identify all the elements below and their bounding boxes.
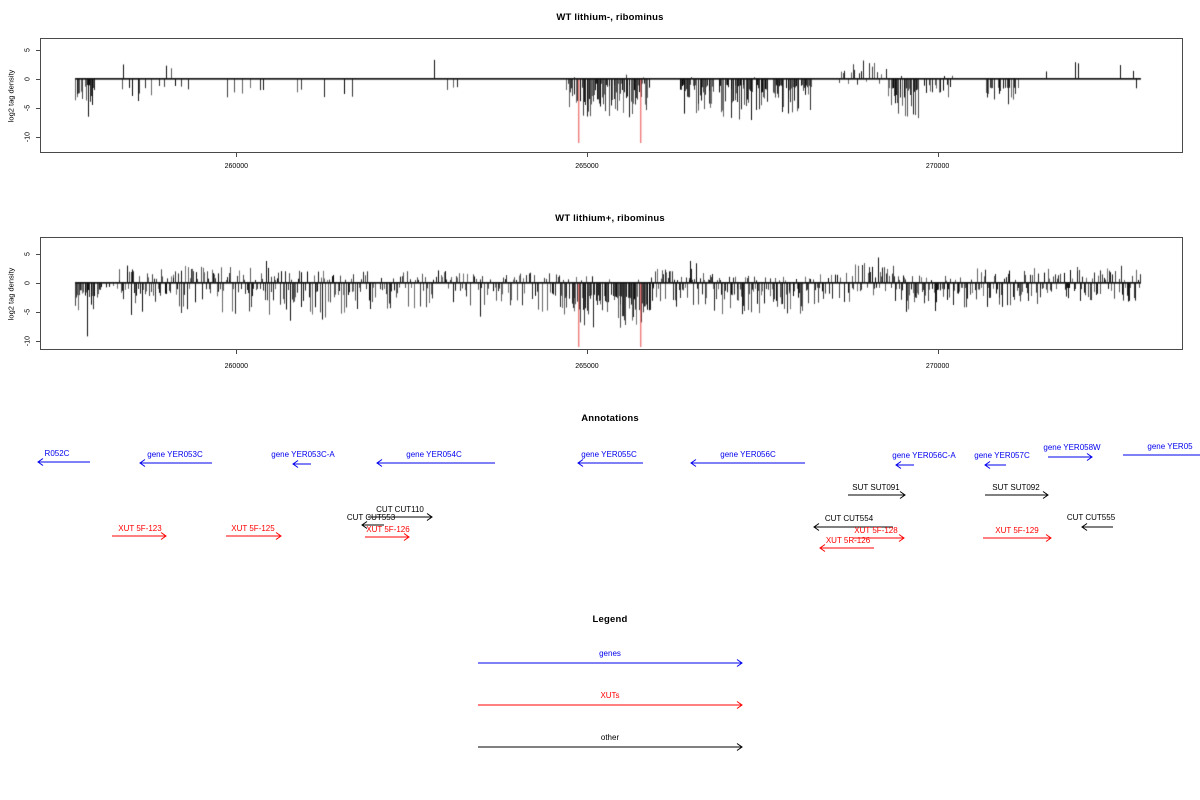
- x-axis-tick: [236, 153, 238, 157]
- x-axis-tick: [586, 153, 588, 157]
- legend-item-label: genes: [599, 649, 621, 658]
- gene-label: gene YER056C-A: [892, 451, 956, 460]
- xut-arrow: [112, 532, 167, 540]
- gene-label: R052C: [44, 449, 70, 458]
- x-axis-tick: [236, 350, 238, 354]
- transcript-label: CUT CUT110: [376, 505, 424, 514]
- gene-arrow: [577, 459, 643, 467]
- xut-arrow: [226, 532, 282, 540]
- transcript-arrow: [813, 523, 893, 531]
- y-axis-tick: [36, 50, 40, 51]
- legend-item-arrow: [478, 743, 743, 751]
- annotations-title: Annotations: [581, 413, 639, 424]
- x-axis-tick-label: 260000: [224, 163, 249, 170]
- transcript-arrow: [368, 513, 433, 521]
- transcript-arrow: [985, 491, 1049, 499]
- xut-label: XUT 5F-128: [854, 526, 898, 535]
- gene-label: gene YER057C: [974, 451, 1030, 460]
- xut-label: XUT 5F-126: [366, 525, 410, 534]
- xut-arrow: [365, 533, 410, 541]
- transcript-label: CUT CUT554: [824, 514, 874, 523]
- xut-arrow: [983, 534, 1052, 542]
- y-axis-tick: [36, 79, 40, 80]
- y-axis-tick-label: 0: [24, 77, 32, 81]
- x-axis-tick: [586, 350, 588, 354]
- gene-label: gene YER053C-A: [271, 450, 335, 459]
- panel1-coverage-bars-canvas: [40, 38, 1183, 153]
- xut-label: XUT 5F-123: [118, 524, 162, 533]
- panel2-title: WT lithium+, ribominus: [555, 213, 665, 224]
- y-axis-tick-label: 5: [24, 48, 32, 52]
- xut-arrow: [853, 534, 905, 542]
- x-axis-tick: [937, 153, 939, 157]
- y-axis-tick-label: -10: [24, 131, 32, 143]
- xut-label: XUT 5R-126: [825, 536, 871, 545]
- y-axis-tick: [36, 137, 40, 138]
- transcript-arrow: [1081, 523, 1113, 531]
- gene-arrow: [37, 458, 90, 466]
- legend-item-arrow: [478, 701, 743, 709]
- transcript-arrow: [848, 491, 906, 499]
- panel1-title: WT lithium-, ribominus: [556, 12, 664, 23]
- transcript-arrow: [361, 521, 384, 529]
- gene-label: gene YER056C: [720, 450, 776, 459]
- gene-arrow: [1048, 453, 1093, 461]
- x-axis-tick-label: 270000: [925, 363, 950, 370]
- transcript-label: SUT SUT092: [992, 483, 1040, 492]
- y-axis-tick: [36, 283, 40, 284]
- x-axis-tick-label: 265000: [575, 363, 599, 370]
- y-axis-tick-label: -5: [24, 104, 32, 112]
- xut-label: XUT 5F-129: [995, 526, 1039, 535]
- x-axis-tick-label: 265000: [575, 163, 599, 170]
- gene-label: gene YER055C: [581, 450, 637, 459]
- gene-arrow: [984, 461, 1006, 469]
- y-axis-tick: [36, 312, 40, 313]
- gene-arrow: [895, 461, 914, 469]
- x-axis-tick-label: 270000: [925, 163, 950, 170]
- gene-arrow: [690, 459, 805, 467]
- gene-label: gene YER054C: [406, 450, 462, 459]
- legend-item-label: other: [600, 733, 620, 742]
- y-axis-title: log2 tag density: [6, 69, 16, 122]
- transcript-label: SUT SUT091: [852, 483, 900, 492]
- y-axis-tick-label: 0: [24, 281, 32, 285]
- gene-arrow: [1123, 454, 1200, 456]
- gene-label: gene YER053C: [147, 450, 203, 459]
- panel2-coverage-bars-canvas: [40, 237, 1183, 350]
- y-axis-tick: [36, 341, 40, 342]
- gene-arrow: [376, 459, 495, 467]
- legend-title: Legend: [592, 614, 628, 625]
- x-axis-tick: [937, 350, 939, 354]
- y-axis-tick-label: 5: [24, 252, 32, 256]
- y-axis-tick: [36, 254, 40, 255]
- y-axis-title: log2 tag density: [6, 267, 16, 320]
- gene-arrow: [139, 459, 212, 467]
- y-axis-tick: [36, 108, 40, 109]
- y-axis-tick-label: -5: [24, 308, 32, 316]
- gene-label: gene YER05: [1147, 442, 1193, 451]
- xut-label: XUT 5F-125: [231, 524, 275, 533]
- gene-arrow: [292, 460, 311, 468]
- xut-arrow: [819, 544, 874, 552]
- transcript-label: CUT CUT555: [1066, 513, 1116, 522]
- legend-item-arrow: [478, 659, 743, 667]
- legend-item-label: XUTs: [600, 691, 620, 700]
- y-axis-tick-label: -10: [24, 335, 32, 347]
- transcript-label: CUT CUT553: [346, 513, 396, 522]
- gene-label: gene YER058W: [1043, 443, 1101, 452]
- x-axis-tick-label: 260000: [224, 363, 249, 370]
